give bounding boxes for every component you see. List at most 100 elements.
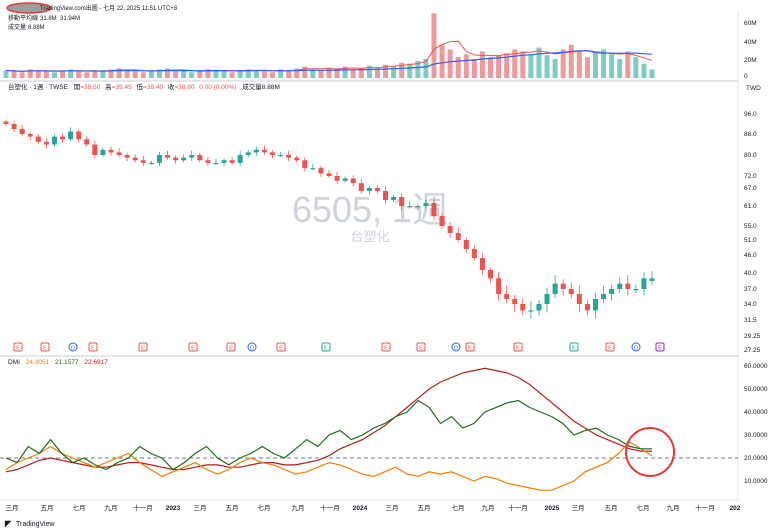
volume-axis-label: 20M [744,57,757,64]
candle-body [278,155,284,157]
candle-body [512,299,518,304]
tradingview-logo-text: TradingView [16,521,55,528]
volume-bar [84,72,90,78]
candle-body [520,304,526,311]
event-marker-label: E [324,346,328,352]
volume-bar [19,72,25,78]
candle-body [641,278,647,289]
volume-bar [165,68,170,78]
price-axis-label: 51.0 [744,237,757,244]
time-axis-label: 五月 [41,504,54,512]
dmi-value-2: 21.1577 [55,359,79,366]
volume-bar [148,70,154,78]
candle-body [27,134,33,137]
candle-body [43,141,49,145]
time-axis-label: 三月 [6,504,19,512]
volume-bar [463,54,469,78]
event-marker-label: E [468,346,472,352]
candle-body [391,197,397,200]
earnings-marker [381,342,391,352]
candle-body [189,155,195,158]
volume-bar [294,68,300,78]
dmi-legend: DMI 24.3051 21.1577 22.6917 [8,359,108,366]
high-label: 高 [105,82,112,91]
volume-bar [350,69,356,78]
earnings-marker [188,342,198,352]
candle-body [496,278,502,294]
earnings-marker [321,342,331,352]
candle-body [205,160,211,163]
candle-body [334,176,340,181]
candle-body [447,226,453,233]
time-axis-label: 九月 [292,503,305,512]
candle-body [342,178,348,181]
volume-bar [592,53,598,78]
dmi-axis-label: 30.0000 [744,432,768,439]
price-axis-label: 88.0 [744,131,757,138]
volume-ma-line-blue [5,50,653,72]
volume-label: 成交量 [8,23,26,31]
volume-bar [108,69,114,78]
tradingview-logo[interactable]: ◤ TradingView [4,519,55,528]
adx-line [5,367,652,473]
price-axis-label: 72.0 [744,173,757,180]
dmi-minus-line [5,441,653,491]
candle-body [568,289,574,294]
event-marker-label: E [572,346,576,352]
event-marker-label: D [634,346,638,352]
volume-bar [60,70,66,78]
volume-bar [431,13,437,78]
dmi-axis-label: 10.0000 [744,478,768,485]
volume-bar [447,49,453,78]
earnings-marker [276,342,286,352]
volume-bars [3,13,655,78]
earnings-marker [40,342,50,352]
symbol-legend: 台塑化 · 1週 · TWSE [8,82,69,91]
time-axis-label: 2025 [545,505,560,512]
candle-body [269,152,275,155]
candle-body [374,188,380,191]
volume-bar [601,49,607,78]
volume-bar [576,51,582,78]
earnings-marker [138,342,148,352]
candle-body [383,191,389,200]
candle-body [552,283,558,294]
open-label: 開 [74,83,81,91]
candle-body [350,178,356,184]
volume-bar [496,55,502,78]
dmi-label: DMI [8,359,20,366]
time-axis-label: 五月 [226,504,239,512]
volume-bar [269,72,275,78]
volume-axis-label: 60M [744,20,757,27]
open-value: =38.50 [80,84,100,91]
candle-body [76,131,82,140]
earnings-marker [88,342,98,352]
event-marker-label: E [191,346,195,352]
price-axis-label: 34.0 [744,301,757,308]
time-axis-label: 十一月 [695,503,715,512]
candle-body [253,149,259,153]
volume-bar [439,44,445,78]
volume-bar [140,72,146,78]
volume-bar [399,62,405,78]
time-axis-label: 七月 [637,503,650,512]
price-axis-label: 61.0 [744,203,757,210]
volume-bar [552,59,558,78]
candle-body [124,155,130,158]
volume-ma-value-2: 31.94M [60,16,80,22]
candle-body [633,289,639,291]
candle-body [528,310,534,312]
volume-axis-label: 40M [744,39,757,46]
candle-body [423,203,429,206]
volume-bar [100,71,106,78]
candle-body [156,155,162,163]
price-axis-label: 31.5 [744,317,757,324]
earnings-marker [465,342,475,352]
candle-body [173,157,179,161]
volume-bar [3,70,9,78]
time-axis-label: 十一月 [133,503,153,512]
dmi-axis: 60.0000 50.0000 40.0000 30.0000 20.0000 10.00… [744,363,768,485]
time-axis: 三月 五月 七月 九月 十一月 2023 三月 五月 七月 九月 十一月 2024 三月 五月 七月 九月 十一… [6,503,741,512]
candle-body [229,160,235,163]
